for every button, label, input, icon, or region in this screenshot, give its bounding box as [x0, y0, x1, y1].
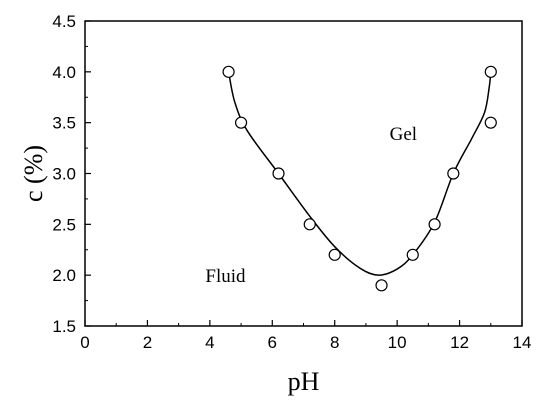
data-point: [328, 248, 341, 261]
data-point: [406, 248, 419, 261]
data-point: [484, 65, 497, 78]
annotation-fluid: Fluid: [205, 266, 246, 287]
data-point: [428, 218, 441, 231]
y-tick-label: 2.0: [52, 266, 76, 285]
x-tick-label: 10: [388, 333, 407, 352]
annotation-gel: Gel: [390, 124, 417, 145]
x-axis-ticks: 0 2 4 6 8 10 12 14: [80, 320, 531, 352]
data-points: [222, 65, 497, 292]
x-tick-label: 12: [450, 333, 469, 352]
x-tick-label: 8: [330, 333, 339, 352]
data-point: [272, 167, 285, 180]
y-tick-label: 3.5: [52, 114, 76, 133]
y-axis-title: c (%): [19, 145, 48, 202]
x-tick-label: 4: [205, 333, 214, 352]
data-point: [234, 116, 248, 129]
data-point: [303, 218, 316, 231]
x-tick-label: 14: [513, 333, 532, 352]
y-tick-label: 2.5: [52, 215, 76, 234]
data-point: [447, 167, 460, 180]
x-tick-label: 0: [80, 333, 89, 352]
x-tick-label: 2: [143, 333, 152, 352]
x-axis-title: pH: [288, 367, 320, 396]
data-point: [222, 65, 235, 78]
y-tick-label: 3.0: [52, 165, 76, 184]
x-tick-label: 6: [268, 333, 277, 352]
y-axis-ticks: 1.5 2.0 2.5 3.0 3.5 4.0 4.5: [52, 12, 91, 336]
data-point: [484, 116, 497, 129]
y-tick-label: 1.5: [52, 317, 76, 336]
phase-boundary-curve: [227, 71, 492, 276]
y-tick-label: 4.0: [52, 63, 76, 82]
data-point: [375, 279, 388, 292]
y-tick-label: 4.5: [52, 12, 76, 31]
